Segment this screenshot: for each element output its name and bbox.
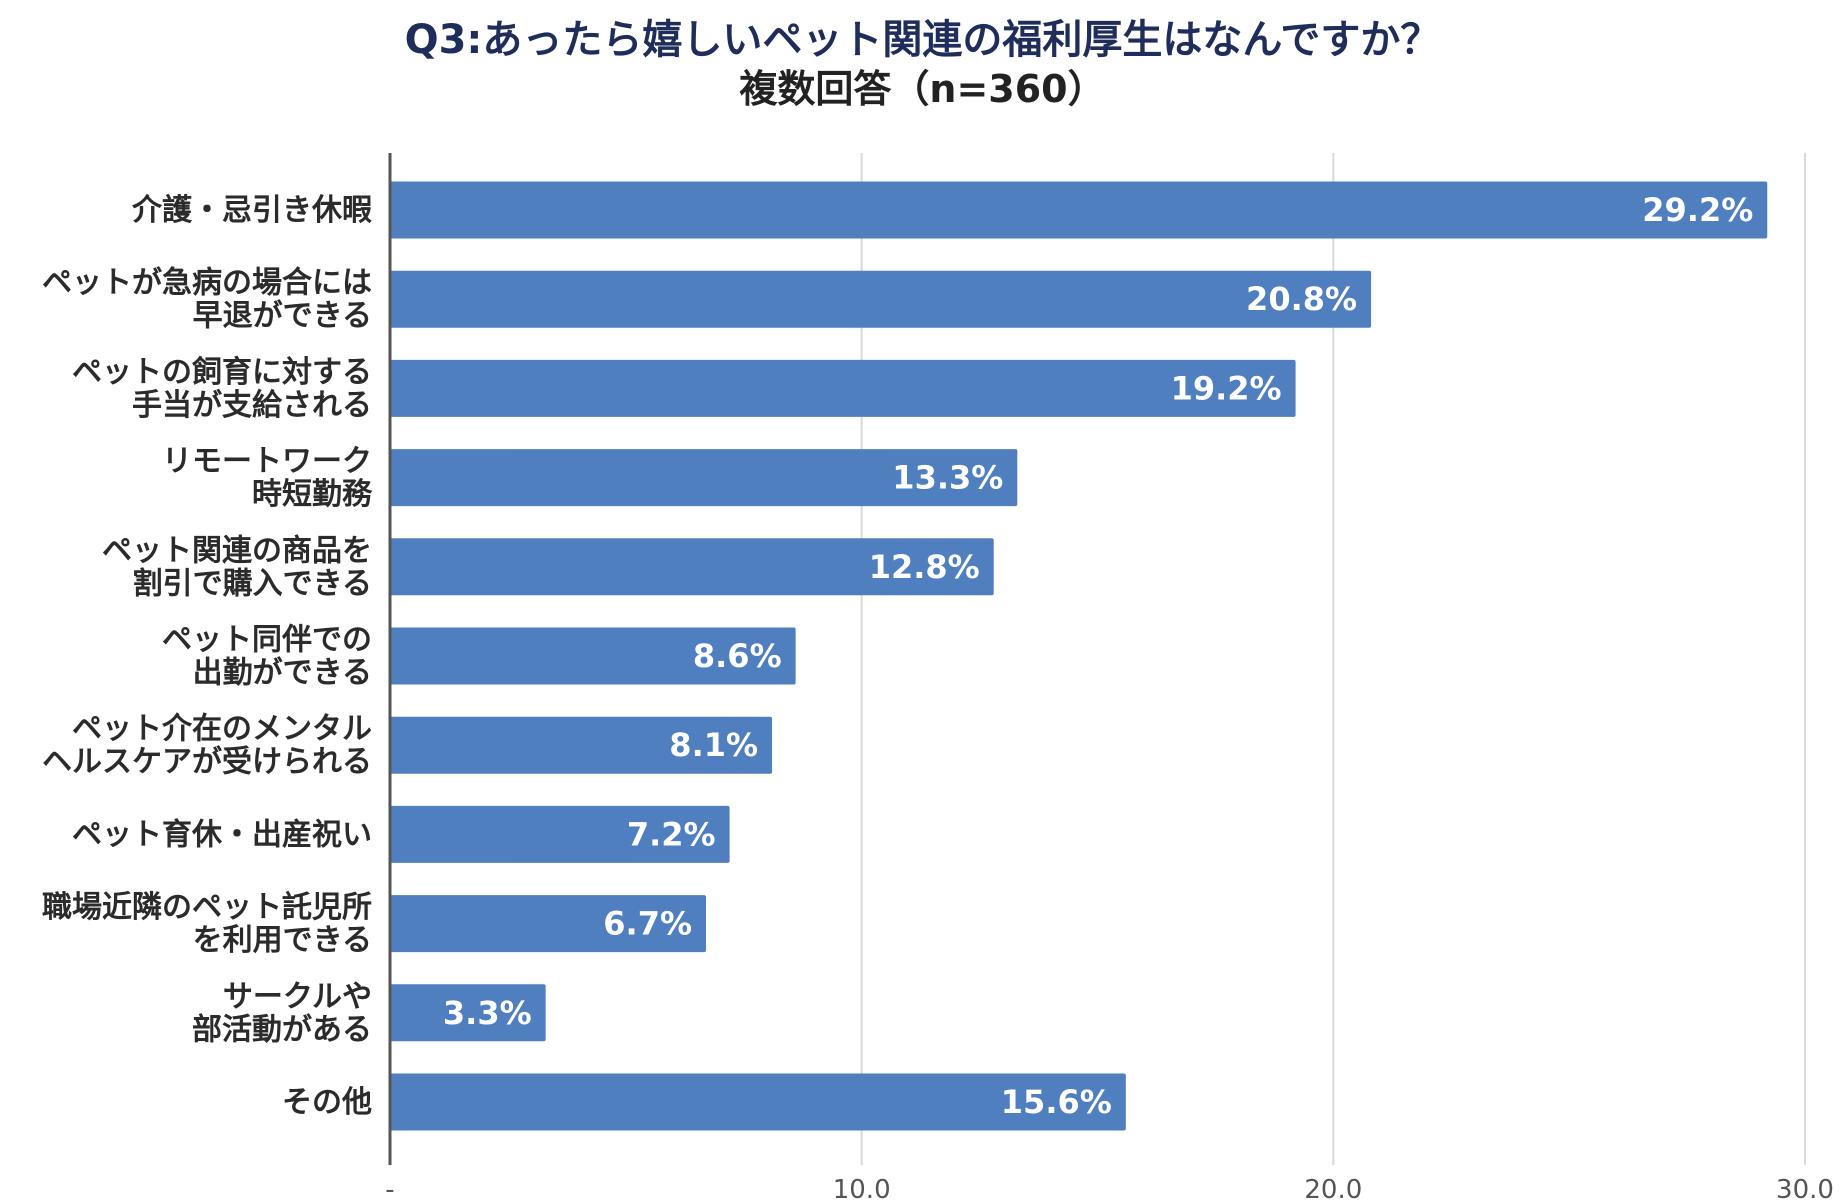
chart-title: Q3:あったら嬉しいペット関連の福利厚生はなんですか？ <box>404 17 1441 63</box>
category-label: リモートワーク <box>162 444 372 479</box>
bar <box>390 181 1768 239</box>
category-label: を利用できる <box>193 923 372 958</box>
bar <box>390 449 1018 507</box>
data-label: 19.2% <box>1171 369 1282 407</box>
category-label: ペット育休・出産祝い <box>72 817 372 852</box>
category-label: 時短勤務 <box>252 477 373 512</box>
data-label: 6.7% <box>603 905 692 943</box>
chart-subtitle: 複数回答（n=360） <box>739 67 1106 111</box>
bar <box>390 1073 1126 1131</box>
bar <box>390 984 546 1042</box>
x-tick-label: 30.0 <box>1776 1175 1834 1203</box>
data-label: 8.1% <box>669 726 758 764</box>
category-label: ペット介在のメンタル <box>72 712 372 747</box>
bar <box>390 895 707 953</box>
data-label: 13.3% <box>892 459 1003 497</box>
bar <box>390 538 994 596</box>
bar <box>390 627 796 685</box>
data-label: 7.2% <box>627 815 716 853</box>
data-label: 8.6% <box>693 637 782 675</box>
category-labels: 介護・忌引き休暇ペットが急病の場合には早退ができるペットの飼育に対する手当が支給… <box>42 193 373 1120</box>
category-label: ヘルスケアが受けられる <box>42 745 372 780</box>
category-label: 部活動がある <box>192 1012 372 1047</box>
bars: 29.2% 20.8% 19.2% 13.3% 12.8% 8.6% 8.1% 7.2% 6.7… <box>390 181 1768 1131</box>
category-label: その他 <box>282 1085 372 1120</box>
data-label: 15.6% <box>1001 1083 1112 1121</box>
data-label: 3.3% <box>443 994 532 1032</box>
bar <box>390 270 1372 328</box>
x-tick-label: 20.0 <box>1304 1175 1362 1203</box>
bar <box>390 359 1296 417</box>
category-label: 早退ができる <box>193 299 372 334</box>
data-label: 29.2% <box>1642 191 1753 229</box>
bar <box>390 716 773 774</box>
data-label: 20.8% <box>1246 280 1357 318</box>
category-label: ペットが急病の場合には <box>42 266 372 301</box>
category-label: 割引で購入できる <box>133 566 372 601</box>
category-label: サークルや <box>223 979 372 1014</box>
category-label: ペット関連の商品を <box>102 533 372 568</box>
category-label: 出勤ができる <box>193 656 372 691</box>
x-axis-ticks: - 10.0 20.0 30.0 <box>385 1175 1834 1203</box>
x-tick-label: 10.0 <box>833 1175 891 1203</box>
category-label: 介護・忌引き休暇 <box>131 193 372 228</box>
category-label: 手当が支給される <box>132 388 372 423</box>
data-label: 12.8% <box>869 548 980 586</box>
bar <box>390 805 730 863</box>
category-label: 職場近隣のペット託児所 <box>42 890 372 925</box>
x-tick-label: - <box>385 1175 394 1203</box>
category-label: ペットの飼育に対する <box>72 355 372 390</box>
category-label: ペット同伴での <box>162 623 372 658</box>
